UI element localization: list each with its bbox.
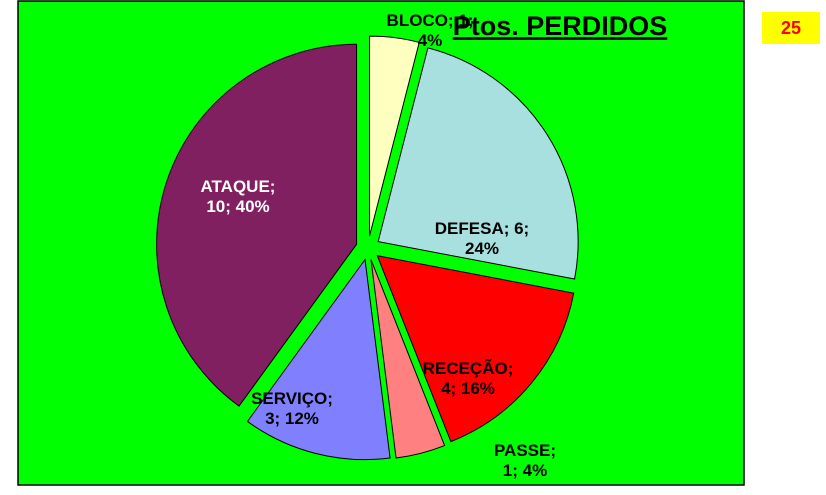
data-label: SERVIÇO; 3; 12%	[251, 389, 333, 428]
pie-slice	[156, 43, 358, 407]
data-label: PASSE; 1; 4%	[494, 441, 556, 480]
data-label: DEFESA; 6; 24%	[435, 219, 529, 258]
data-label-line: PASSE;	[494, 441, 556, 460]
data-label-line: 4; 16%	[441, 379, 495, 398]
pie-slice	[369, 35, 420, 237]
total-box	[762, 12, 820, 44]
data-label: ATAQUE; 10; 40%	[201, 177, 276, 216]
data-label-line: 4%	[418, 31, 443, 50]
data-label-line: DEFESA; 6;	[435, 219, 529, 238]
pie-slice	[376, 254, 575, 443]
pie-slice	[246, 258, 391, 461]
pie	[156, 35, 579, 461]
data-label-line: 24%	[465, 239, 499, 258]
pie-slice	[370, 259, 446, 459]
data-label-line: BLOCO; 1;	[387, 11, 474, 30]
pie-slice	[377, 47, 579, 280]
data-label-line: ATAQUE;	[201, 177, 276, 196]
data-label-line: RECEÇÃO;	[423, 358, 514, 378]
data-labels: BLOCO; 1; 4% DEFESA; 6; 24% RECEÇÃO; 4; 16% PA…	[201, 11, 556, 480]
data-label: RECEÇÃO; 4; 16%	[423, 358, 514, 398]
total-value: 25	[781, 18, 801, 38]
chart-title: Ptos. PERDIDOS	[453, 11, 668, 41]
data-label-line: 1; 4%	[503, 461, 547, 480]
data-label-line: 10; 40%	[206, 197, 269, 216]
data-label-line: SERVIÇO;	[251, 389, 333, 408]
data-label-line: 3; 12%	[265, 409, 319, 428]
data-label: BLOCO; 1; 4%	[387, 11, 474, 50]
